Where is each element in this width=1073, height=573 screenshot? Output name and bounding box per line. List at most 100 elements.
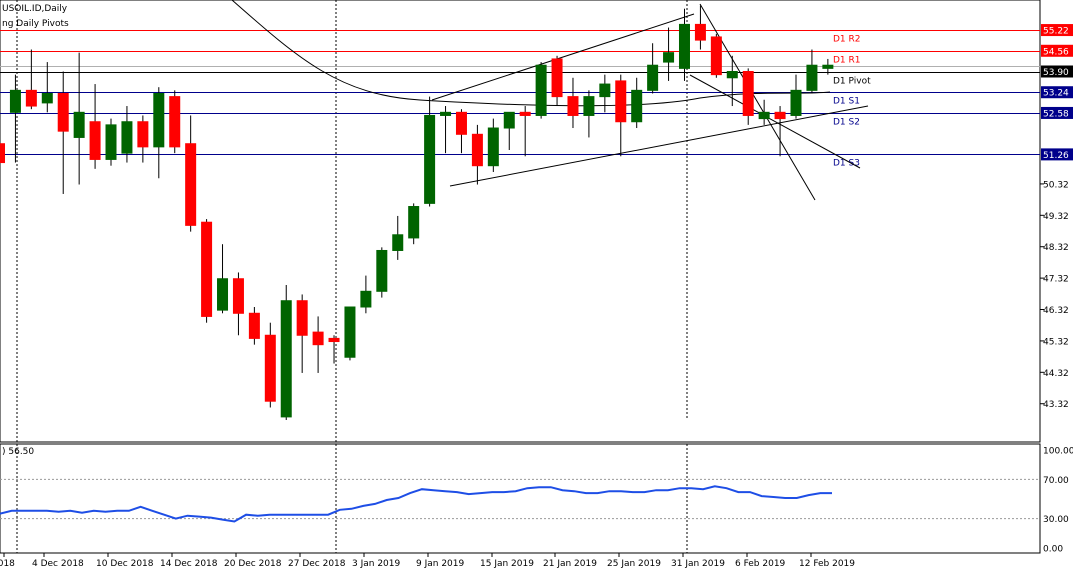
candle-body [440, 111, 452, 116]
candle[interactable] [774, 106, 786, 157]
x-tick-label: 4 Dec 2018 [32, 559, 84, 569]
candle[interactable] [217, 244, 229, 314]
candle[interactable] [392, 215, 404, 260]
x-tick-label: 31 Jan 2019 [671, 559, 725, 569]
candle[interactable] [73, 52, 85, 185]
candle[interactable] [0, 122, 5, 216]
candle-body [137, 121, 149, 148]
candle-body [73, 111, 85, 138]
candle-body [360, 290, 372, 308]
candle-body [503, 111, 515, 129]
candle[interactable] [758, 99, 770, 125]
price-tag-bg [1041, 24, 1073, 37]
candle-body [710, 36, 722, 76]
candle[interactable] [280, 285, 292, 421]
candle-body [647, 64, 659, 91]
candle[interactable] [790, 74, 802, 119]
candle[interactable] [663, 27, 675, 81]
candle[interactable] [599, 74, 611, 113]
candle-body [774, 111, 786, 120]
axis-layer: 55.22 54.56 53.90 53.24 52.58 51.26 50.32 49.32… [0, 24, 1073, 569]
candle[interactable] [615, 74, 627, 157]
candle-layer[interactable] [0, 5, 834, 421]
candle-body [232, 278, 244, 314]
candle[interactable] [742, 68, 754, 125]
candle[interactable] [376, 247, 388, 298]
candle[interactable] [678, 8, 690, 81]
candle-body [201, 221, 213, 317]
y-tick-label: 49.32 [1043, 212, 1069, 222]
pivot-label: D1 R1 [833, 56, 861, 66]
candle[interactable] [726, 55, 738, 107]
candle[interactable] [360, 275, 372, 314]
candle-body [583, 96, 595, 116]
candle-body [376, 249, 388, 292]
rsi-title: ) 56.50 [2, 447, 35, 457]
pivot-label: D1 S2 [833, 118, 860, 128]
candle[interactable] [487, 118, 499, 172]
candle[interactable] [344, 306, 356, 361]
rsi-y-tick-label: 100.00 [1043, 447, 1073, 457]
candle-body [57, 92, 69, 132]
candle[interactable] [121, 106, 133, 163]
candle[interactable] [57, 71, 69, 194]
price-panel-frame [0, 0, 1041, 443]
candle[interactable] [232, 272, 244, 336]
x-tick-label: 10 Dec 2018 [96, 559, 154, 569]
candle[interactable] [583, 90, 595, 138]
candle[interactable] [9, 74, 21, 163]
candle[interactable] [41, 62, 53, 113]
candle-body [790, 89, 802, 116]
candle[interactable] [89, 84, 101, 169]
candle[interactable] [519, 106, 531, 157]
candle[interactable] [153, 87, 165, 179]
candle[interactable] [105, 118, 117, 166]
candle[interactable] [137, 115, 149, 163]
candle[interactable] [296, 294, 308, 373]
price-tag-text: 55.22 [1043, 27, 1069, 37]
candle[interactable] [169, 90, 181, 154]
candle-body [392, 234, 404, 251]
candle[interactable] [806, 49, 818, 94]
candle[interactable] [710, 33, 722, 78]
candle[interactable] [328, 335, 340, 364]
candle-body [487, 127, 499, 167]
y-tick-label: 48.32 [1043, 243, 1069, 253]
candle[interactable] [312, 316, 324, 373]
x-tick-label: 12 Feb 2019 [799, 559, 855, 569]
price-tag-bg [1041, 148, 1073, 161]
candle[interactable] [25, 49, 37, 110]
candle[interactable] [647, 43, 659, 94]
candle-body [185, 143, 197, 226]
candle[interactable] [551, 55, 563, 107]
candle-body [248, 312, 260, 339]
candle-body [344, 306, 356, 358]
x-tick-label: 27 Dec 2018 [288, 559, 346, 569]
candle[interactable] [535, 62, 547, 119]
price-tag-bg [1041, 44, 1073, 57]
candle-body [631, 89, 643, 123]
x-tick-label: 21 Jan 2019 [543, 559, 597, 569]
candle[interactable] [408, 203, 420, 245]
candle-body [663, 52, 675, 63]
candle-body [758, 111, 770, 120]
candle[interactable] [185, 115, 197, 232]
candle[interactable] [503, 111, 515, 150]
candle-body [280, 300, 292, 418]
pivot-label: D1 R2 [833, 35, 861, 45]
candle[interactable] [471, 124, 483, 185]
candle[interactable] [567, 77, 579, 129]
candle-body [806, 64, 818, 91]
candle[interactable] [440, 106, 452, 154]
candle[interactable] [694, 5, 706, 50]
candle[interactable] [424, 96, 436, 207]
candle[interactable] [248, 307, 260, 345]
candle[interactable] [455, 109, 467, 154]
candle[interactable] [822, 58, 834, 75]
candle[interactable] [631, 77, 643, 129]
x-tick-label: 3 Jan 2019 [352, 559, 400, 569]
candle[interactable] [201, 219, 213, 323]
y-tick-label: 46.32 [1043, 306, 1069, 316]
candle-body [312, 331, 324, 346]
candle[interactable] [264, 322, 276, 408]
